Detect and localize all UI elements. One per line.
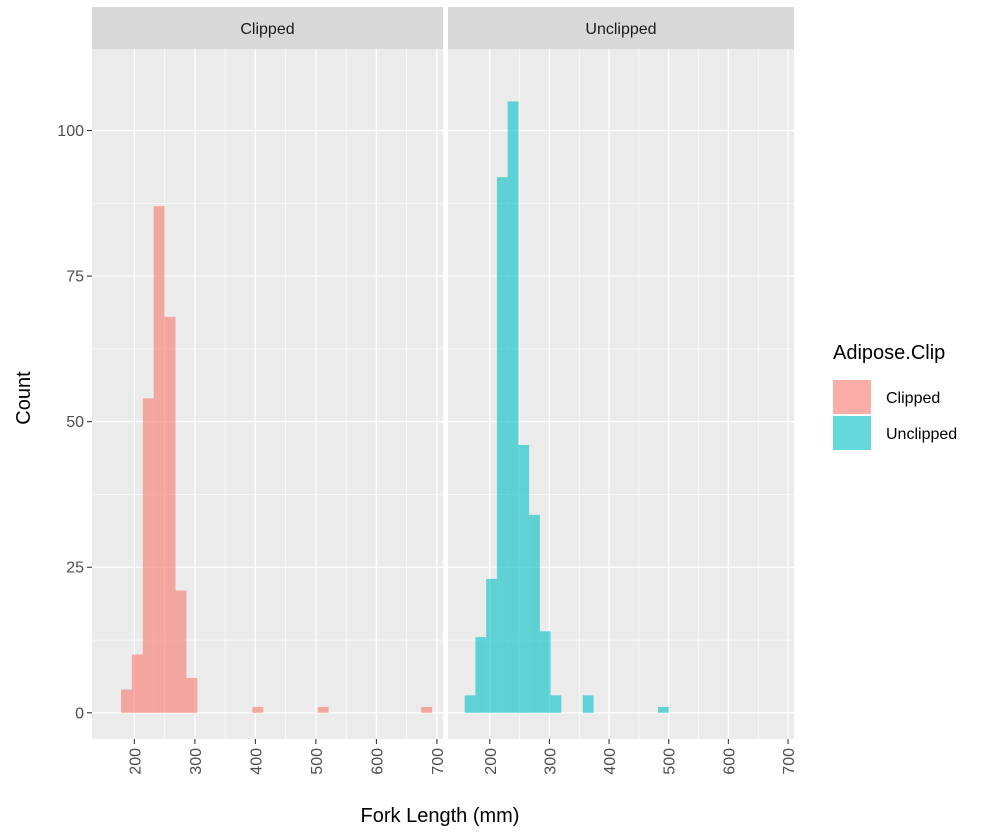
legend-label-clipped: Clipped (886, 390, 940, 407)
x-tick-label: 300 (188, 748, 205, 775)
x-tick-label: 500 (662, 748, 679, 775)
x-axis-title: Fork Length (mm) (361, 805, 520, 827)
histogram-bar-clipped (121, 689, 132, 713)
x-tick-label: 700 (781, 748, 798, 775)
y-axis-title: Count (13, 371, 35, 425)
legend-label-unclipped: Unclipped (886, 426, 957, 443)
histogram-bar-clipped (164, 316, 176, 713)
y-tick-label: 50 (66, 414, 84, 431)
x-tick-label: 400 (602, 748, 619, 775)
legend-title: Adipose.Clip (833, 342, 945, 364)
histogram-bar-unclipped (550, 695, 562, 713)
histogram-bar-unclipped (518, 444, 530, 713)
x-tick-label: 500 (309, 748, 326, 775)
histogram-bar-unclipped (582, 695, 594, 713)
x-tick-label: 200 (127, 748, 144, 775)
legend-swatch-unclipped (833, 416, 871, 450)
facet-panel-clipped: Clipped (92, 7, 443, 739)
histogram-bar-clipped (252, 706, 264, 713)
x-tick-label: 600 (721, 748, 738, 775)
histogram-bar-unclipped (496, 177, 508, 713)
y-tick-label: 100 (57, 123, 84, 140)
legend-swatch-clipped (833, 380, 871, 414)
histogram-bar-clipped (175, 590, 187, 713)
x-tick-label: 400 (248, 748, 265, 775)
y-axis: 0 25 50 75 100 (57, 123, 92, 722)
facet-strip-label: Unclipped (585, 21, 656, 38)
x-tick-label: 300 (542, 748, 559, 775)
y-tick-label: 0 (75, 705, 84, 722)
legend: Adipose.Clip Clipped Unclipped (833, 342, 957, 450)
histogram-bar-clipped (186, 677, 198, 713)
y-tick-label: 25 (66, 560, 84, 577)
histogram-bar-clipped (421, 706, 433, 713)
facet-panel-unclipped: Unclipped (448, 7, 794, 739)
x-tick-label: 200 (483, 748, 500, 775)
x-tick-label: 600 (369, 748, 386, 775)
histogram-bar-unclipped (539, 631, 551, 713)
histogram-bar-unclipped (657, 706, 669, 713)
histogram-bar-unclipped (486, 578, 497, 713)
x-tick-label: 700 (430, 748, 447, 775)
y-tick-label: 75 (66, 269, 84, 286)
facet-strip (92, 7, 443, 49)
histogram-bar-clipped (142, 398, 154, 713)
histogram-bar-unclipped (529, 514, 540, 713)
facet-panels: Clipped Unclipped (92, 7, 794, 739)
histogram-bar-unclipped (464, 695, 476, 713)
histogram-bar-unclipped (475, 637, 487, 713)
histogram-bar-clipped (131, 654, 143, 713)
x-axis: 200 300 400 500 600 700 200 300 400 500 600 700 (127, 739, 798, 775)
histogram-bar-unclipped (507, 101, 519, 713)
histogram-bar-clipped (153, 206, 165, 713)
facet-strip-label: Clipped (240, 21, 294, 38)
histogram-bar-clipped (317, 706, 329, 713)
facet-strip (448, 7, 794, 49)
